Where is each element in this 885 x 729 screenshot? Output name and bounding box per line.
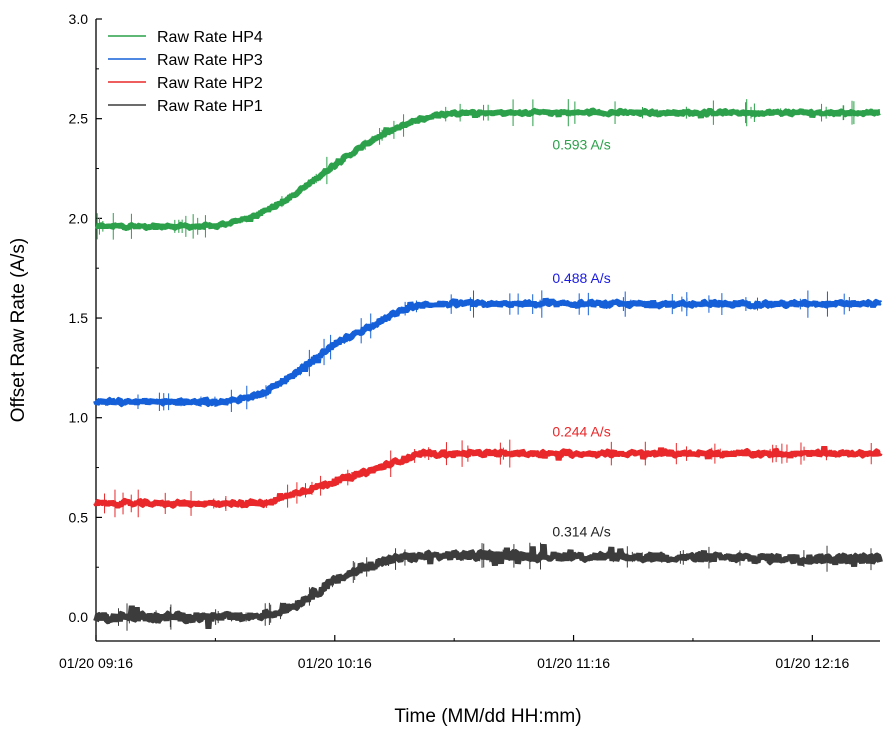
y-tick-label: 2.0 [69, 210, 89, 226]
y-tick-label: 1.5 [69, 310, 89, 326]
series-line [95, 107, 881, 231]
series-noise [96, 99, 855, 240]
legend: Raw Rate HP4 Raw Rate HP3 Raw Rate HP2 Raw … [108, 29, 263, 115]
series-noise [137, 290, 850, 413]
rate-annotation: 0.488 A/s [552, 270, 610, 286]
series-line [93, 543, 883, 629]
y-tick-label: 0.5 [69, 509, 89, 525]
y-tick-label: 3.0 [69, 11, 89, 27]
legend-label: Raw Rate HP4 [157, 29, 263, 46]
series-4 [93, 542, 883, 631]
series-layer [93, 99, 883, 631]
legend-label: Raw Rate HP2 [157, 75, 263, 92]
series-noise [104, 439, 872, 518]
y-tick-label: 0.0 [69, 609, 89, 625]
y-tick-label: 2.5 [69, 111, 89, 127]
rate-annotation: 0.593 A/s [552, 137, 610, 153]
x-tick-label: 01/20 10:16 [298, 655, 372, 671]
x-axis-title: Time (MM/dd HH:mm) [394, 706, 581, 727]
y-tick-label: 1.0 [69, 410, 89, 426]
annotation-layer: 0.593 A/s 0.488 A/s 0.244 A/s 0.314 A/s [552, 137, 610, 540]
legend-label: Raw Rate HP1 [157, 98, 263, 115]
legend-label: Raw Rate HP3 [157, 52, 263, 69]
series-line [93, 445, 883, 509]
rate-annotation: 0.244 A/s [552, 424, 610, 440]
rate-annotation: 0.314 A/s [552, 523, 610, 539]
y-axis-title: Offset Raw Rate (A/s) [8, 238, 29, 422]
series-line [93, 297, 883, 408]
series-noise [118, 542, 872, 631]
series-1 [95, 99, 881, 240]
series-2 [93, 290, 883, 413]
x-tick-label: 01/20 11:16 [537, 655, 610, 671]
x-tick-label: 01/20 09:16 [59, 655, 133, 671]
series-3 [93, 439, 883, 518]
plot-frame: 0.0 0.5 1.0 1.5 2.0 2.5 3.0 01/20 09:16 01/20 10… [59, 11, 880, 671]
x-tick-label: 01/20 12:16 [775, 655, 849, 671]
